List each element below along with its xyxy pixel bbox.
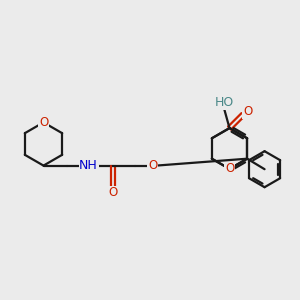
- Text: NH: NH: [79, 159, 98, 172]
- Text: O: O: [109, 186, 118, 199]
- Text: HO: HO: [214, 96, 234, 109]
- Text: O: O: [225, 162, 234, 176]
- Text: O: O: [39, 116, 48, 129]
- Text: O: O: [148, 159, 157, 172]
- Text: O: O: [243, 105, 252, 118]
